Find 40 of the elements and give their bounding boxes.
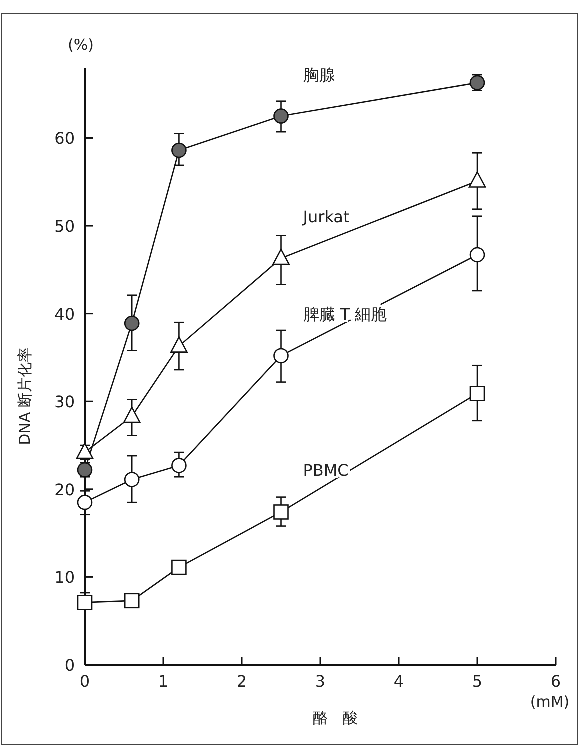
point [274,348,289,364]
text: (%) [68,36,94,54]
y-axis-title: DNA 断片化率 [16,348,34,446]
point [76,442,94,460]
x-tick-label: 2 [236,672,248,691]
x-tick-label: 1 [158,672,169,691]
y-tick-label: 60 [54,129,75,148]
point [470,386,486,402]
y-tick-label: 40 [54,304,75,324]
point [272,248,290,266]
point [124,593,140,609]
x-tick-label: 6 [550,672,562,691]
y-tick-label: 10 [54,568,75,588]
y-tick-label: 30 [54,392,75,412]
point [470,247,486,263]
x-tick-label: 5 [472,672,483,691]
point [124,472,140,488]
y-tick-label: 50 [54,217,75,236]
y-tick-label: 20 [54,480,75,500]
series-label: PBMC [303,461,349,480]
point [172,142,187,158]
x-tick-label: 0 [80,672,90,691]
y-tick-label: 0 [64,656,75,675]
point [77,595,93,610]
point [172,458,187,474]
text: (mM) [530,693,570,711]
point [274,108,289,124]
point [123,406,141,424]
point [274,504,289,520]
x-axis-title: 酪 酸 [313,709,358,727]
series-label: 胸腺 [303,65,336,84]
x-tick-label: 4 [394,672,404,691]
point [170,336,188,353]
point [124,316,140,332]
point [77,462,93,478]
x-tick-label: 3 [315,672,326,691]
series-label: Jurkat [302,208,350,227]
point [77,494,93,510]
point [172,560,187,576]
point [468,172,486,188]
